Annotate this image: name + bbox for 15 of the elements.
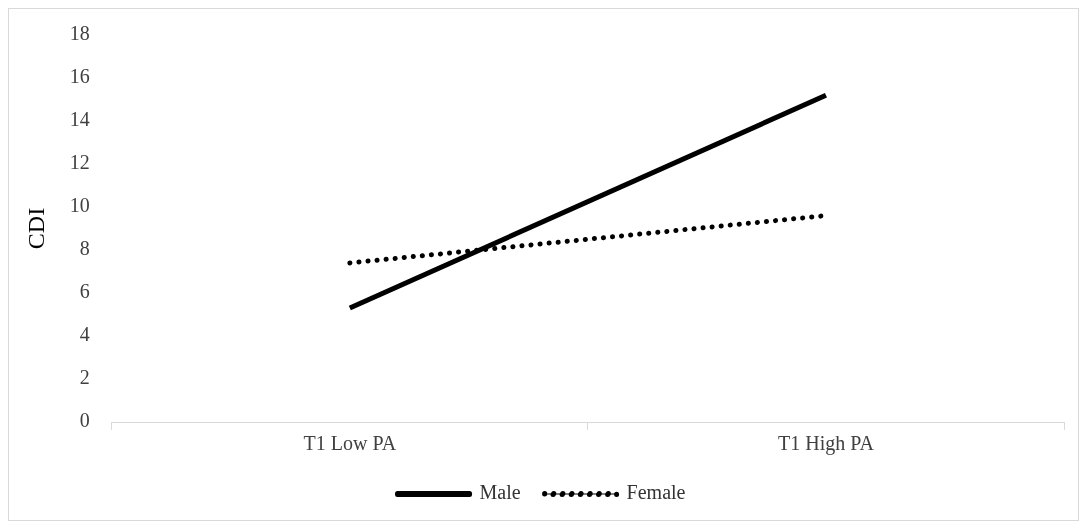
- y-tick-label: 12: [69, 151, 90, 174]
- legend-label: Male: [479, 481, 521, 504]
- y-tick-label: 14: [69, 108, 90, 131]
- y-tick-label: 0: [79, 409, 90, 432]
- y-tick-label: 6: [79, 280, 90, 303]
- y-tick-label: 18: [69, 22, 90, 45]
- y-tick-label: 16: [69, 65, 90, 88]
- legend-label: Female: [626, 481, 686, 504]
- y-tick-label: 10: [69, 194, 90, 217]
- y-axis-title: CDI: [22, 207, 49, 250]
- x-tick-label: T1 Low PA: [303, 432, 397, 455]
- x-tick-label: T1 High PA: [777, 432, 875, 456]
- y-tick-label: 2: [79, 366, 90, 389]
- y-tick-label: 8: [79, 237, 90, 260]
- y-tick-label: 4: [79, 323, 90, 346]
